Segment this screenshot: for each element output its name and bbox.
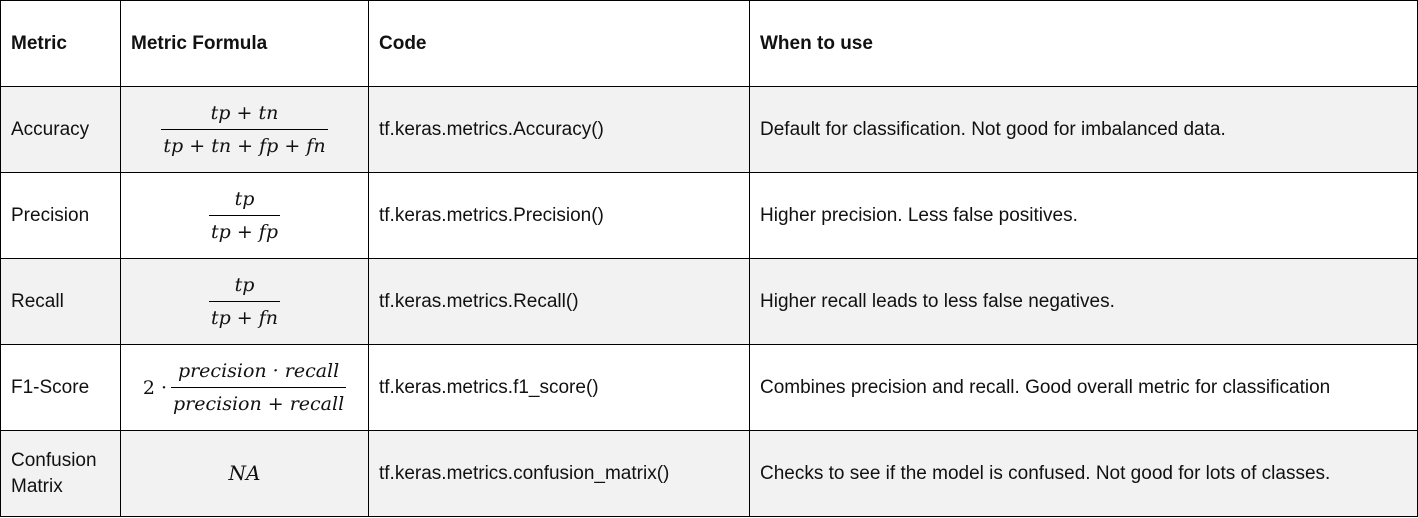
header-formula: Metric Formula bbox=[120, 0, 369, 87]
header-when: When to use bbox=[749, 0, 1418, 87]
formula-coefficient: 2 · bbox=[142, 376, 167, 399]
metric-formula: NA bbox=[120, 430, 369, 517]
metric-when-to-use: Higher recall leads to less false negati… bbox=[749, 258, 1418, 345]
formula-numerator: tp bbox=[234, 188, 255, 210]
formula-numerator: tp + tn bbox=[210, 102, 279, 124]
metric-formula: tp tp + fp bbox=[120, 172, 369, 259]
formula-denominator: tp + tn + fp + fn bbox=[161, 129, 328, 159]
formula-fraction: tp tp + fn bbox=[208, 272, 281, 331]
table-header-row: Metric Metric Formula Code When to use bbox=[0, 0, 1418, 87]
metric-name: Recall bbox=[0, 258, 121, 345]
metric-when-to-use: Checks to see if the model is confused. … bbox=[749, 430, 1418, 517]
table-row: Precision tp tp + fp tf.keras.metrics.Pr… bbox=[0, 172, 1418, 259]
metric-formula: tp tp + fn bbox=[120, 258, 369, 345]
formula-fraction: precision · recall precision + recall bbox=[171, 358, 347, 417]
table-row: F1-Score 2 · precision · recall precisio… bbox=[0, 344, 1418, 431]
metric-when-to-use: Higher precision. Less false positives. bbox=[749, 172, 1418, 259]
metric-when-to-use: Default for classification. Not good for… bbox=[749, 86, 1418, 173]
metric-code: tf.keras.metrics.Precision() bbox=[368, 172, 750, 259]
metric-name: F1-Score bbox=[0, 344, 121, 431]
metric-code: tf.keras.metrics.Accuracy() bbox=[368, 86, 750, 173]
metric-code: tf.keras.metrics.Recall() bbox=[368, 258, 750, 345]
formula-fraction: tp + tn tp + tn + fp + fn bbox=[161, 100, 328, 159]
table-row: Accuracy tp + tn tp + tn + fp + fn tf.ke… bbox=[0, 86, 1418, 173]
formula-denominator: precision + recall bbox=[171, 387, 347, 417]
formula-text: NA bbox=[228, 460, 261, 485]
metric-formula: 2 · precision · recall precision + recal… bbox=[120, 344, 369, 431]
formula-fraction: tp tp + fp bbox=[209, 186, 280, 245]
table-row: Recall tp tp + fn tf.keras.metrics.Recal… bbox=[0, 258, 1418, 345]
formula-denominator: tp + fn bbox=[208, 301, 281, 331]
metric-code: tf.keras.metrics.confusion_matrix() bbox=[368, 430, 750, 517]
header-code: Code bbox=[368, 0, 750, 87]
formula-numerator: tp bbox=[234, 274, 255, 296]
metric-name: Accuracy bbox=[0, 86, 121, 173]
metric-name: Confusion Matrix bbox=[0, 430, 121, 517]
formula-numerator: precision · recall bbox=[177, 360, 340, 382]
formula-denominator: tp + fp bbox=[209, 215, 280, 245]
header-metric: Metric bbox=[0, 0, 121, 87]
metric-formula: tp + tn tp + tn + fp + fn bbox=[120, 86, 369, 173]
metric-name: Precision bbox=[0, 172, 121, 259]
table-row: Confusion Matrix NA tf.keras.metrics.con… bbox=[0, 430, 1418, 517]
metric-when-to-use: Combines precision and recall. Good over… bbox=[749, 344, 1418, 431]
metric-code: tf.keras.metrics.f1_score() bbox=[368, 344, 750, 431]
